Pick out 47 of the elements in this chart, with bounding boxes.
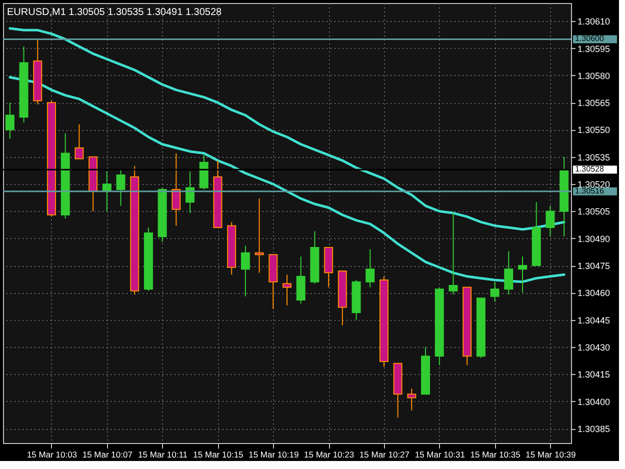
y-tick-label: 1.30550 [578, 125, 610, 136]
y-tick-label: 1.30460 [578, 288, 610, 298]
y-tick-label: 1.30430 [578, 342, 610, 353]
y-tick-label: 1.30535 [578, 152, 610, 162]
y-tick-label: 1.30475 [578, 261, 610, 272]
candlestick [504, 250, 514, 296]
ref-line-label: 1.30600 [575, 34, 604, 44]
line-series [8, 27, 566, 231]
candlestick [518, 256, 528, 294]
candlestick [407, 388, 416, 411]
x-tick-label: 15 Mar 10:27 [359, 450, 410, 460]
candlestick [116, 169, 126, 206]
candlestick [366, 248, 375, 288]
x-tick-label: 15 Mar 10:03 [26, 450, 78, 460]
ref-line-label: 1.30528 [575, 164, 604, 174]
y-tick-label: 1.30505 [578, 206, 610, 217]
candlestick [546, 205, 555, 238]
candlestick [490, 281, 500, 302]
candlestick [186, 170, 195, 214]
chart-title: EURUSD,M1 1.30505 1.30535 1.30491 1.30528 [7, 7, 222, 18]
candlestick [448, 212, 458, 296]
ref-line-label: 1.30516 [575, 186, 604, 196]
x-tick-label: 15 Mar 10:35 [470, 450, 521, 460]
y-tick-label: 1.30580 [578, 70, 610, 81]
y-tick-label: 1.30595 [578, 44, 610, 54]
x-tick-label: 15 Mar 10:11 [138, 450, 188, 460]
candlestick [74, 124, 84, 160]
line-series [8, 76, 566, 284]
candlestick [254, 198, 264, 274]
candlestick [5, 102, 14, 140]
y-tick-label: 1.30565 [578, 98, 610, 108]
y-tick-label: 1.30610 [578, 16, 610, 27]
candlestick [296, 256, 306, 304]
x-tick-label: 15 Mar 10:07 [82, 450, 133, 460]
x-tick-label: 15 Mar 10:39 [526, 450, 576, 460]
x-tick-label: 15 Mar 10:31 [414, 450, 466, 460]
y-tick-label: 1.30490 [578, 234, 610, 244]
x-tick-label: 15 Mar 10:23 [304, 450, 354, 460]
y-tick-label: 1.30385 [578, 424, 610, 434]
candlestick [240, 245, 250, 297]
y-tick-label: 1.30445 [578, 315, 610, 326]
y-tick-label: 1.30415 [578, 370, 610, 380]
candlestick [172, 152, 181, 226]
y-tick-label: 1.30400 [578, 396, 610, 407]
candlestick [282, 274, 292, 306]
x-tick-label: 15 Mar 10:19 [248, 450, 299, 460]
x-tick-label: 15 Mar 10:15 [193, 450, 244, 460]
